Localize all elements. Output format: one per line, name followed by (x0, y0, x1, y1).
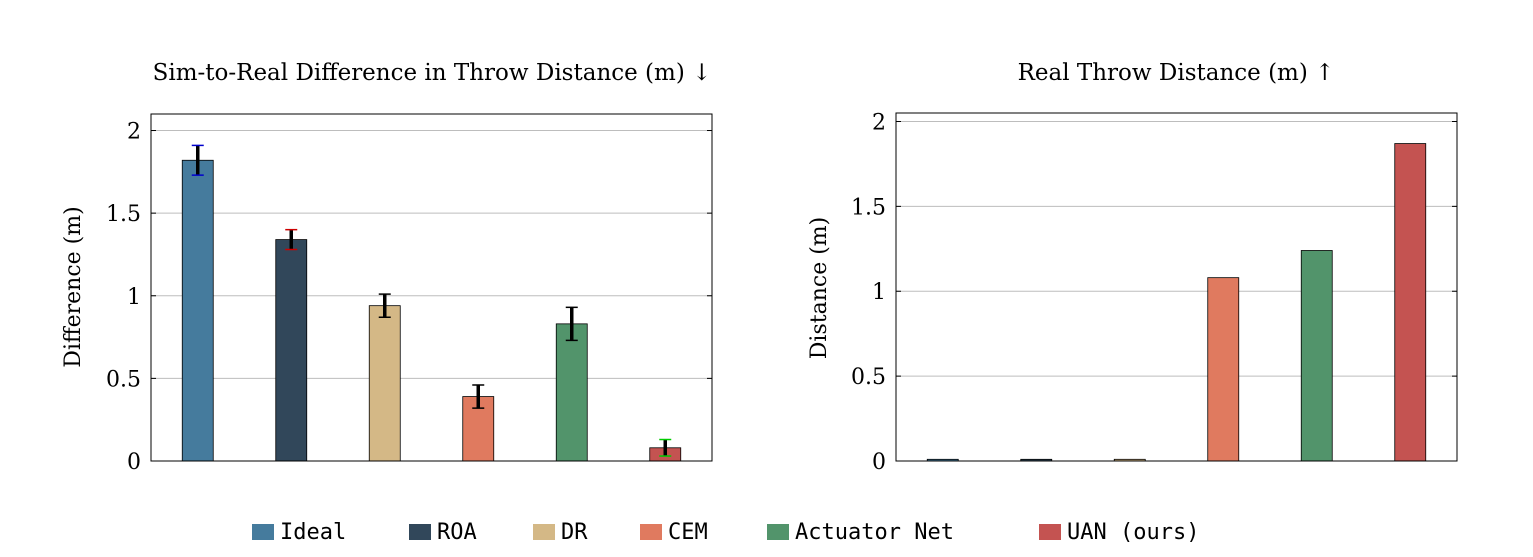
legend-swatch (409, 524, 431, 540)
legend-item: Ideal (252, 520, 346, 545)
left-bars (181, 159, 682, 462)
legend-label: DR (561, 520, 588, 545)
legend-label: UAN (ours) (1067, 520, 1199, 545)
right-ytick-label: 1 (872, 280, 886, 305)
legend-label: Ideal (280, 520, 346, 545)
left-bar-ideal (181, 159, 214, 462)
legend-label: Actuator Net (795, 520, 954, 545)
right-bar-uan-ours (1394, 143, 1427, 462)
legend-swatch (1039, 524, 1061, 540)
right-plot-frame (895, 112, 1458, 462)
legend-swatch (767, 524, 789, 540)
left-yticks: 0 0.5 1 1.5 2 (106, 120, 712, 475)
left-bar-dr (368, 305, 401, 462)
right-ytick-label: 1.5 (851, 195, 886, 220)
left-ytick-label: 1.5 (106, 202, 141, 227)
left-ytick-label: 2 (127, 120, 141, 145)
left-ytick-label: 0.5 (106, 367, 141, 392)
legend-swatch (640, 524, 662, 540)
legend: Ideal ROA DR CEM Actuator Net UAN (ours) (252, 520, 1199, 545)
legend-item: CEM (640, 520, 708, 545)
legend-item: Actuator Net (767, 520, 954, 545)
legend-label: CEM (668, 520, 708, 545)
legend-swatch (252, 524, 274, 540)
right-ytick-label: 0 (872, 450, 886, 475)
right-bar-actuator-net (1300, 250, 1333, 462)
right-chart: Real Throw Distance (m) ↑ Distance (m) 0… (807, 60, 1458, 475)
right-ytick-label: 2 (872, 110, 886, 135)
legend-item: ROA (409, 520, 477, 545)
left-ytick-label: 0 (127, 450, 141, 475)
left-gridlines (151, 130, 712, 379)
right-yticks: 0 0.5 1 1.5 2 (851, 110, 1457, 475)
right-bar-cem (1207, 277, 1240, 462)
left-error-bar (659, 438, 672, 457)
left-plot-frame (150, 113, 713, 462)
legend-label: ROA (437, 520, 477, 545)
left-error-bar (565, 306, 578, 342)
left-error-bar (378, 293, 391, 318)
left-bar-actuator-net (555, 323, 588, 462)
right-gridlines (896, 120, 1457, 377)
right-bars (926, 143, 1427, 462)
right-chart-title: Real Throw Distance (m) ↑ (1018, 60, 1335, 86)
right-ytick-label: 0.5 (851, 365, 886, 390)
left-chart-ylabel: Difference (m) (61, 206, 86, 367)
left-ytick-label: 1 (127, 285, 141, 310)
legend-item: DR (533, 520, 588, 545)
left-bar-roa (275, 239, 308, 462)
left-error-bar (285, 228, 298, 251)
left-chart-title: Sim-to-Real Difference in Throw Distance… (153, 60, 712, 86)
left-error-bar (191, 144, 204, 176)
left-chart: Sim-to-Real Difference in Throw Distance… (61, 60, 713, 475)
left-error-bar (472, 384, 485, 409)
right-chart-ylabel: Distance (m) (807, 217, 832, 359)
legend-item: UAN (ours) (1039, 520, 1199, 545)
left-error-bars (191, 144, 672, 457)
legend-swatch (533, 524, 555, 540)
